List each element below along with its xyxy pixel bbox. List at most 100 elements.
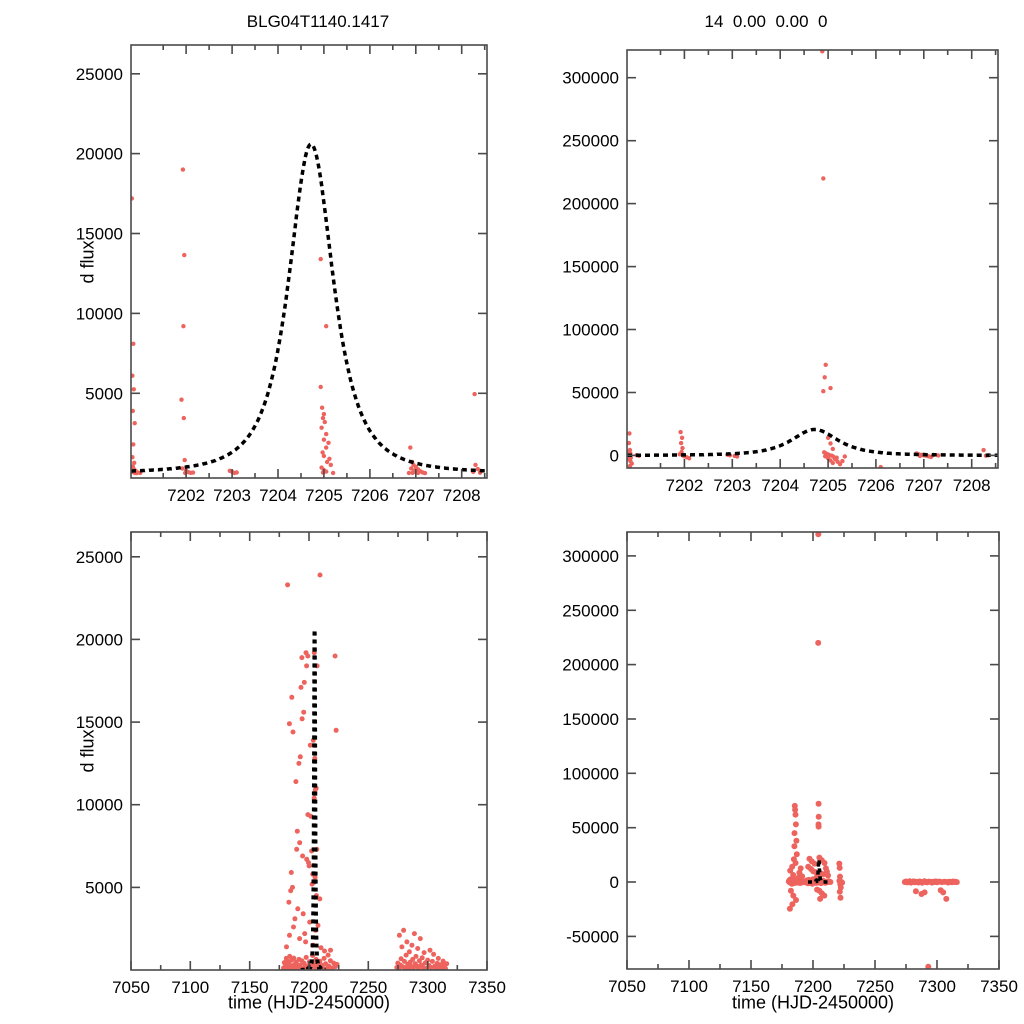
data-point [793,897,799,903]
y-tick-label: 50000 [572,819,619,838]
x-tick-label: 7050 [608,977,646,996]
plot-border [626,49,999,469]
data-point [410,470,415,475]
y-tick-label: -50000 [566,927,619,946]
y-tick-label: 250000 [562,132,619,151]
data-point [821,389,826,394]
data-point [291,955,297,961]
data-point [791,830,798,837]
data-point [399,944,405,950]
x-tick-label: 7205 [809,476,847,495]
data-point [131,341,136,346]
data-point [825,872,831,879]
data-point [936,453,941,458]
x-tick-label: 7250 [856,977,894,996]
y-tick-label: 100000 [562,321,619,340]
data-point [301,679,307,685]
data-point [190,470,196,475]
data-point [302,931,308,937]
data-point [396,932,402,938]
data-point [830,460,835,466]
data-point [792,811,799,818]
data-point [321,955,327,961]
data-point [291,924,296,930]
y-tick-label: 10000 [76,304,123,323]
data-point [321,437,327,442]
data-point [295,906,301,912]
data-point [943,895,950,902]
x-tick-label: 7208 [953,476,991,495]
tick-labels: 7050 7100 7150 7200 7250 7300 7350 5000 10000 150… [76,548,506,997]
data-point [678,440,684,446]
data-point [425,957,431,963]
x-tick-label: 7203 [713,476,751,495]
panel-zoom-flux: 7202 7203 7204 7205 7206 7207 7208 5000 10000 150… [76,44,488,505]
data-point [429,958,435,964]
data-point [419,955,425,961]
data-point [131,455,135,460]
data-point [131,387,136,392]
data-point [627,440,632,446]
data-point [289,694,295,700]
data-point [834,455,839,460]
data-point [475,466,480,472]
data-point [842,454,847,459]
data-point [821,892,828,899]
xaxis-label-bottomleft: time (HJD-2450000) [227,992,391,1013]
scatter-points [131,167,483,476]
scatter-points [627,50,991,468]
data-point [401,958,407,964]
data-point [179,397,184,402]
data-point [836,864,843,871]
data-point [303,939,309,945]
data-point [444,961,450,967]
data-point [321,411,327,417]
axes [626,531,1000,970]
data-point [821,860,828,866]
y-tick-label: 300000 [562,547,619,566]
data-point [820,50,825,54]
data-point [328,462,333,468]
data-point [687,456,692,461]
data-point [421,950,427,956]
data-point [306,863,312,869]
data-point [324,445,329,450]
data-point [815,532,822,538]
data-point [297,754,303,760]
data-point [815,800,822,807]
data-point [417,936,423,942]
data-point [406,470,412,476]
y-tick-label: 25000 [76,65,123,84]
y-tick-label: 15000 [76,225,123,244]
data-point [953,879,960,886]
axes [130,44,488,479]
data-point [180,466,185,471]
y-tick-label: 150000 [562,258,619,277]
data-point [827,879,834,885]
data-point [232,470,237,476]
data-point [292,916,298,922]
data-point [312,874,318,880]
model-curve [808,855,828,884]
data-point [131,408,135,414]
model-curve [300,629,326,970]
x-tick-label: 7300 [918,977,956,996]
data-point [408,445,413,450]
data-point [328,947,333,953]
data-point [318,384,323,390]
data-point [822,375,827,380]
data-point [181,324,186,329]
data-point [411,931,417,937]
x-tick-label: 7100 [670,977,708,996]
data-point [821,176,826,181]
data-point [297,840,303,846]
data-point [321,453,327,459]
tick-labels: 7202 7203 7204 7205 7206 7207 7208 5000 10000 150… [76,65,481,505]
data-point [815,639,822,646]
data-point [404,939,410,945]
data-point [284,944,289,950]
data-point [320,450,325,455]
data-point [296,760,302,766]
panel-topright-title: 14 0.00 0.00 0 [704,12,828,31]
